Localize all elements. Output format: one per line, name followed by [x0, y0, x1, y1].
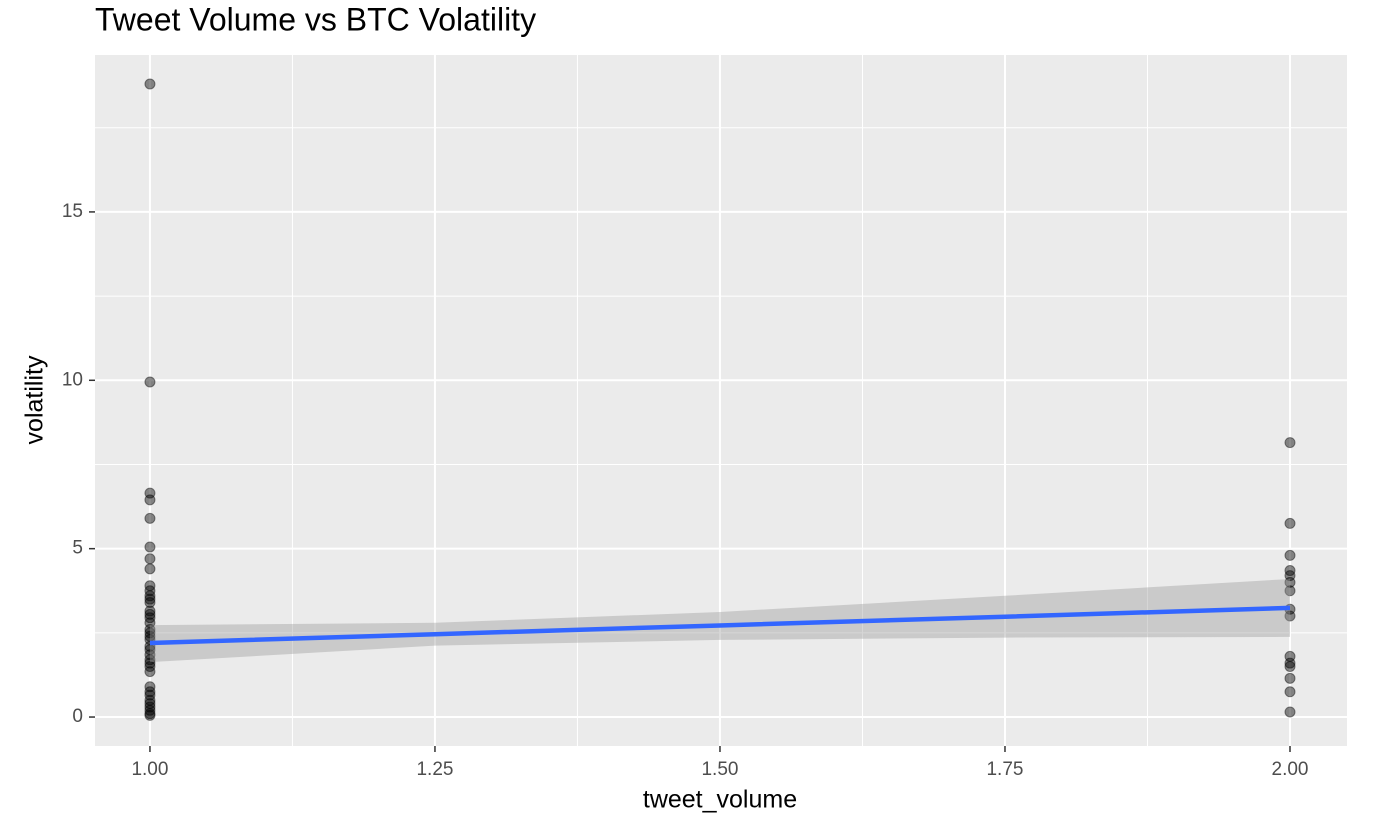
y-tick-label: 5 [72, 538, 83, 559]
point [144, 605, 156, 617]
point [144, 661, 156, 673]
point [1284, 565, 1296, 577]
x-tick-label: 2.00 [1272, 759, 1309, 780]
point [144, 681, 156, 693]
point [1284, 549, 1296, 561]
x-axis-label: tweet_volume [643, 786, 797, 814]
point [144, 553, 156, 565]
point [144, 608, 156, 620]
point [1284, 610, 1296, 622]
confidence-band [149, 578, 1290, 663]
chart-title: Tweet Volume vs BTC Volatility [95, 1, 536, 37]
point [144, 686, 156, 698]
point [144, 649, 156, 661]
x-tick-label: 1.00 [131, 759, 168, 780]
point [144, 512, 156, 524]
point [144, 563, 156, 575]
point [144, 644, 156, 656]
point [1284, 672, 1296, 684]
fit-line [149, 605, 1291, 646]
point [144, 709, 156, 721]
point [1284, 585, 1296, 597]
point [144, 487, 156, 499]
point [144, 597, 156, 609]
panel [95, 55, 1347, 746]
point [144, 580, 156, 592]
y-tick-label: 15 [62, 201, 83, 222]
y-axis-label: volatility [21, 355, 49, 444]
point [144, 627, 156, 639]
point [144, 704, 156, 716]
x-tick-label: 1.50 [701, 759, 738, 780]
point [144, 376, 156, 388]
point [144, 585, 156, 597]
point [144, 593, 156, 605]
point [144, 708, 156, 720]
point [1284, 650, 1296, 662]
x-tick-label: 1.75 [986, 759, 1023, 780]
point [144, 494, 156, 506]
point [144, 541, 156, 553]
y-tick-label: 0 [72, 706, 83, 727]
point [144, 657, 156, 669]
point [1284, 517, 1296, 529]
point [144, 590, 156, 602]
point [1284, 686, 1296, 698]
point [1284, 657, 1296, 669]
point [144, 698, 156, 710]
point [1284, 661, 1296, 673]
point [1284, 437, 1296, 449]
y-tick-label: 10 [62, 369, 83, 390]
point [1284, 570, 1296, 582]
point [144, 694, 156, 706]
point [144, 666, 156, 678]
point [144, 623, 156, 635]
point [1284, 576, 1296, 588]
point [144, 617, 156, 629]
point [1284, 706, 1296, 718]
point [144, 701, 156, 713]
x-tick-label: 1.25 [416, 759, 453, 780]
point [144, 78, 156, 90]
point [144, 689, 156, 701]
point [144, 612, 156, 624]
point [144, 654, 156, 666]
